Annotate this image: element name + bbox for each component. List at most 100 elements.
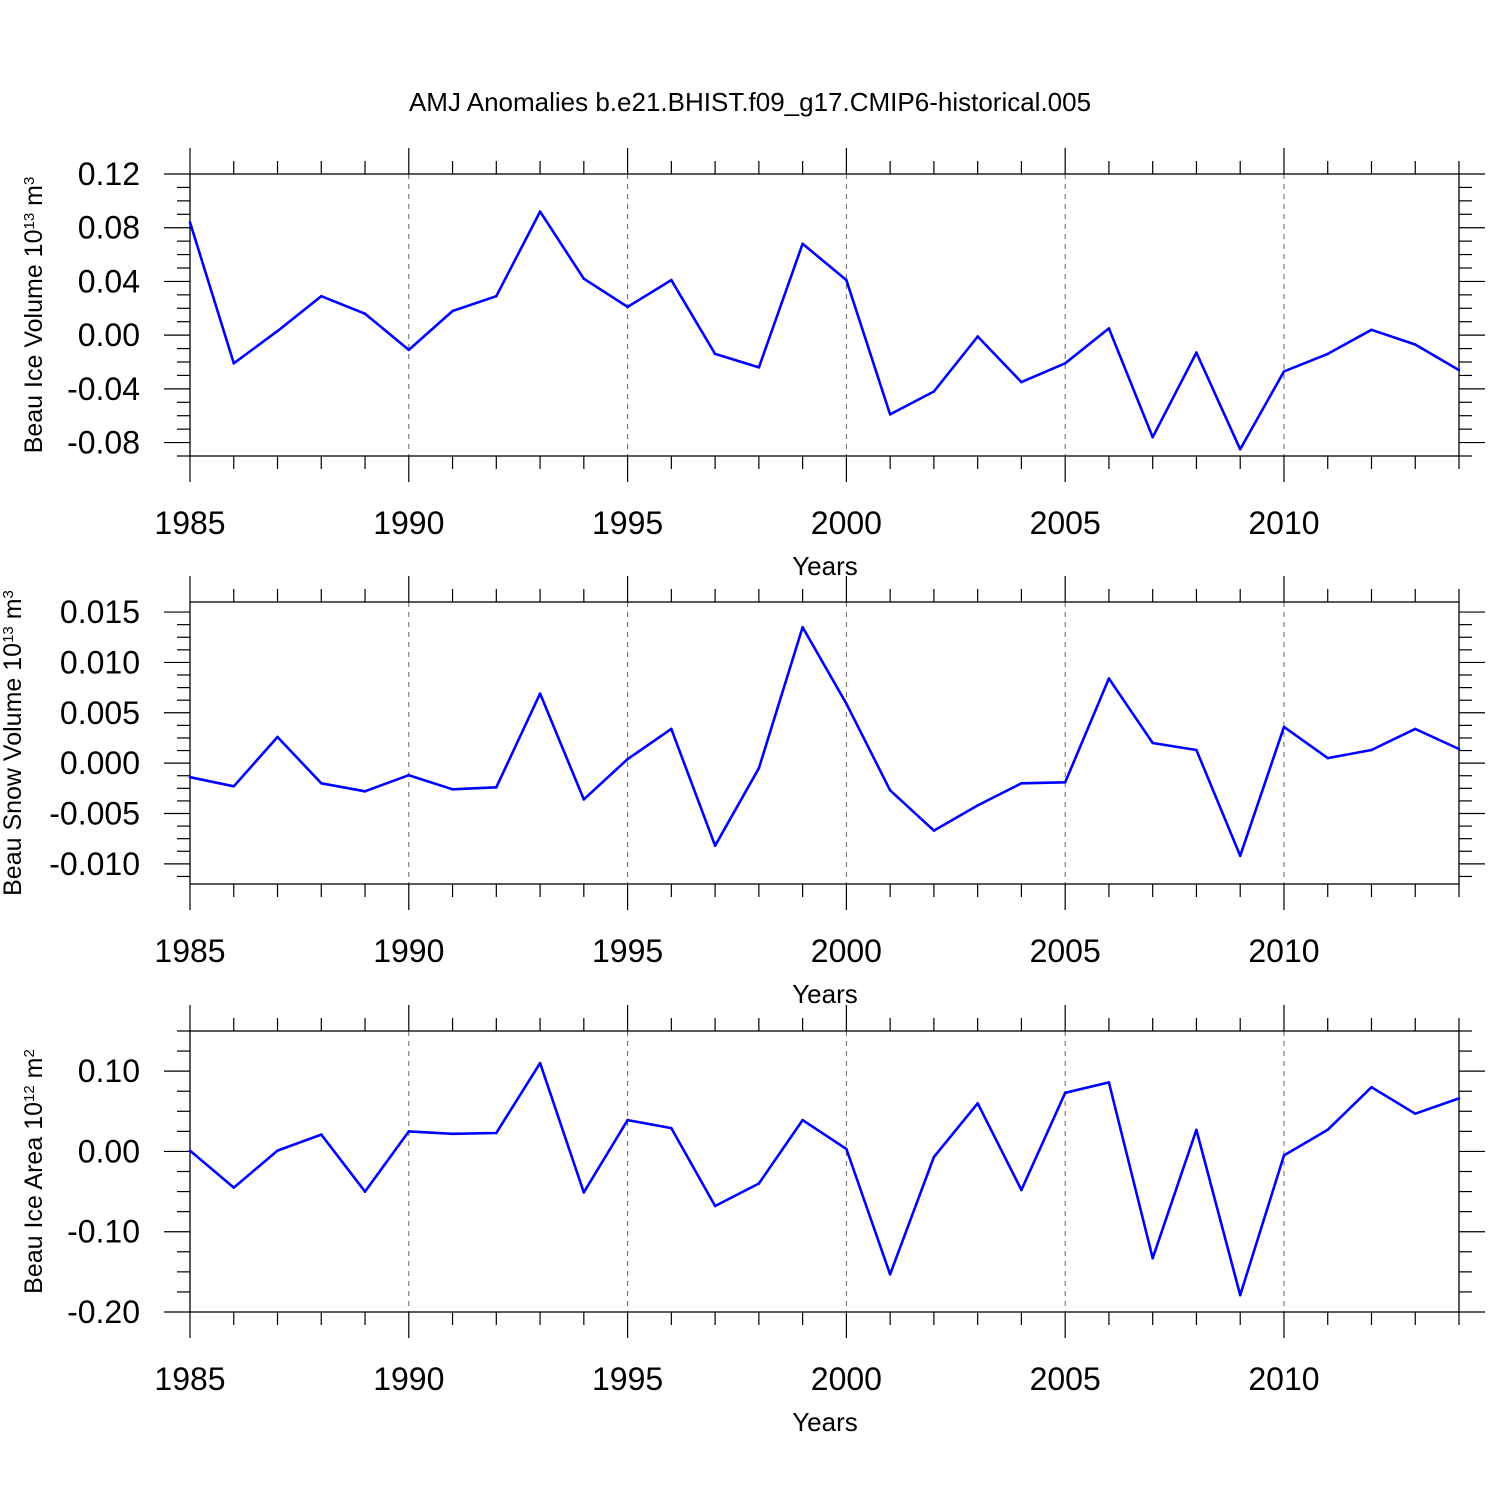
data-point [188,775,192,779]
data-point [495,786,498,789]
data-point [757,766,761,770]
data-point [626,1118,629,1122]
y-axis-label: Beau Ice Area 1012 m2 [20,1049,48,1294]
data-point [1020,380,1023,384]
data-point [801,242,804,246]
data-point [1151,741,1154,745]
data-point [1326,352,1330,356]
data-point [888,413,892,416]
data-point [1370,748,1373,752]
data-point [888,789,892,792]
x-tick-label: 1985 [154,505,225,541]
data-point [1413,727,1417,731]
y-tick-label: 0.10 [78,1053,140,1089]
data-point [976,804,979,807]
data-point [713,352,717,356]
data-point [1457,747,1461,751]
series-line-ice-area [189,1061,1460,1297]
x-tick-label: 2010 [1248,933,1319,969]
x-axis-label: Years [792,551,858,581]
data-point [1413,1112,1417,1115]
data-point [582,798,586,801]
data-point [1151,1256,1154,1260]
y-axis-label-exp1: 12 [21,1085,38,1102]
data-point [1020,1188,1023,1192]
data-point [1282,725,1286,729]
y-tick-label: 0.00 [78,1133,140,1169]
x-tick-label: 2000 [811,1361,882,1397]
data-point [538,692,542,695]
x-tick-label: 1990 [373,933,444,969]
x-tick-label: 1990 [373,505,444,541]
data-point [232,1186,236,1189]
x-tick-label: 1995 [592,933,663,969]
data-point [1107,1081,1111,1084]
data-point [188,221,192,224]
data-point [1020,781,1023,785]
y-axis-label-exp2: 3 [0,590,17,598]
data-point [1107,327,1111,330]
data-point [670,1126,673,1130]
x-tick-label: 2005 [1030,505,1101,541]
y-tick-label: -0.20 [67,1294,140,1330]
x-axis-label: Years [792,1407,858,1437]
data-point [1457,368,1461,372]
x-tick-label: 2000 [811,505,882,541]
data-point [976,335,979,338]
data-point [407,348,411,352]
data-point [363,790,367,793]
data-point [582,1191,586,1194]
data-point [801,625,804,629]
data-point [495,1131,498,1135]
data-point [276,735,279,739]
data-point [757,366,761,369]
y-tick-label: -0.04 [67,371,140,407]
y-axis-label-exp2: 3 [21,177,38,185]
data-point [1326,1128,1330,1132]
data-point [1195,351,1198,354]
data-point [670,727,673,731]
y-axis-label: Beau Ice Volume 1013 m3 [20,177,48,454]
y-axis-label-prefix: Beau Ice Volume 10 [20,230,48,454]
x-tick-label: 2005 [1030,933,1101,969]
data-point [757,1182,761,1185]
y-tick-label: 0.010 [60,644,140,680]
data-point [1107,677,1111,680]
x-tick-label: 1985 [154,933,225,969]
y-tick-label: 0.000 [60,745,140,781]
y-axis-label-prefix: Beau Ice Area 10 [20,1102,48,1294]
x-tick-label: 2010 [1248,1361,1319,1397]
y-axis-label-mid: m [20,1058,48,1086]
data-point [626,757,629,761]
data-point [1326,756,1330,760]
data-point [538,210,542,213]
y-tick-label: 0.04 [78,263,140,299]
panel-ice-volume: 0.12 0.08 0.04 0.00 -0.04 -0.08 1985 1990 1995 20… [20,148,1485,581]
data-point [319,781,323,785]
x-tick-label: 1995 [592,505,663,541]
y-tick-label: -0.005 [49,796,140,832]
y-axis-label-exp2: 2 [21,1049,38,1057]
data-point [319,294,323,298]
data-point [232,785,236,788]
y-axis-label: Beau Snow Volume 1013 m3 [0,590,27,896]
data-point [451,788,454,791]
plot-frame [189,173,1460,457]
x-axis-label: Years [792,979,858,1009]
data-point [845,1147,848,1151]
data-point [232,362,236,365]
data-point [1282,1154,1286,1157]
data-point [801,1118,804,1122]
data-point [1282,370,1286,373]
data-point [1195,748,1198,752]
data-point [626,305,629,309]
data-point [1195,1128,1198,1132]
data-point [1238,1293,1242,1297]
data-point [495,294,498,298]
data-point [276,329,279,333]
y-axis-label-mid: m [0,598,27,626]
data-point [1457,1097,1461,1100]
y-axis-label-prefix: Beau Snow Volume 10 [0,643,27,896]
